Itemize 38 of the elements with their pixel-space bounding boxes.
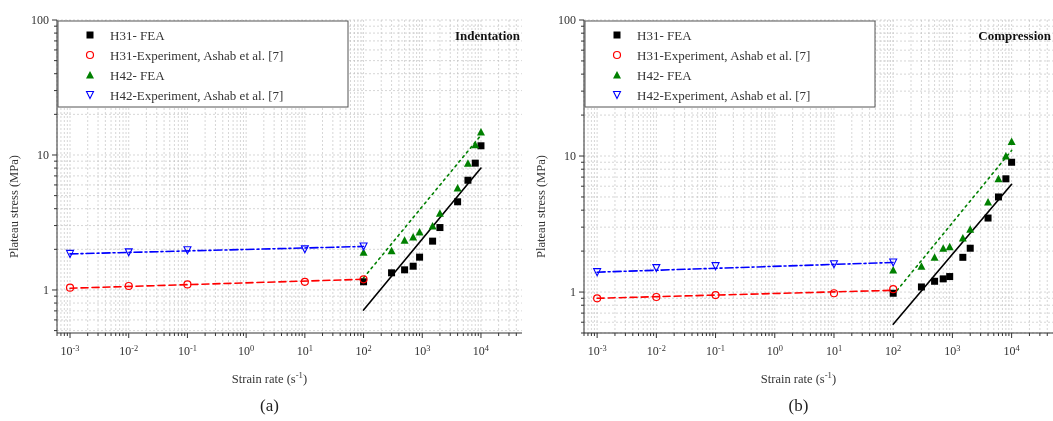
y-tick-label: 100 bbox=[558, 13, 576, 27]
x-tick-label: 10$^{0}$ bbox=[766, 343, 783, 358]
x-tick-label: 10$^{0}$ bbox=[238, 343, 255, 358]
x-tick-label: 10$^{-1}$ bbox=[177, 343, 197, 358]
legend-label: H31- FEA bbox=[637, 28, 693, 43]
y-tick-label: 10 bbox=[564, 149, 576, 164]
text: (b) bbox=[788, 396, 809, 415]
x-tick-label: 10$^{-2}$ bbox=[119, 343, 139, 358]
x-tick-label: 10$^{3}$ bbox=[414, 343, 431, 358]
x-tick-label: 10$^{1}$ bbox=[296, 343, 313, 358]
legend-label: H31-Experiment, Ashab et al. [7] bbox=[637, 48, 811, 63]
legend-label: H42- FEA bbox=[637, 68, 693, 83]
x-tick-label: 10$^{1}$ bbox=[825, 343, 843, 358]
x-tick-label: 10$^{-3}$ bbox=[60, 343, 80, 358]
x-tick-label: 10$^{2}$ bbox=[355, 343, 372, 358]
annotation: Compression bbox=[978, 28, 1052, 43]
x-axis-title: Strain rate (s$^{-1}$) bbox=[760, 370, 837, 386]
x-tick-label: 10$^{4}$ bbox=[472, 343, 490, 358]
y-tick-label: 100 bbox=[31, 13, 49, 27]
x-tick-label: 10$^{3}$ bbox=[944, 343, 961, 358]
y-axis-title: Plateau stress (MPa) bbox=[7, 155, 21, 258]
legend-label: H42-Experiment, Ashab et al. [7] bbox=[637, 88, 811, 103]
x-axis-title: Strain rate (s$^{-1}$) bbox=[231, 370, 308, 386]
y-tick-label: 10 bbox=[37, 147, 49, 162]
x-tick-label: 10$^{2}$ bbox=[885, 343, 902, 358]
x-tick-label: 10$^{4}$ bbox=[1003, 343, 1021, 358]
legend-label: H31-Experiment, Ashab et al. [7] bbox=[110, 48, 284, 63]
annotation: Indentation bbox=[454, 28, 521, 43]
y-tick-label: 1 bbox=[570, 285, 576, 300]
text: (a) bbox=[260, 396, 279, 415]
x-tick-label: 10$^{-1}$ bbox=[706, 343, 726, 358]
y-axis-title: Plateau stress (MPa) bbox=[534, 155, 548, 258]
x-tick-label: 10$^{-3}$ bbox=[587, 343, 607, 358]
y-tick-label: 1 bbox=[43, 282, 49, 297]
x-tick-label: 10$^{-2}$ bbox=[646, 343, 666, 358]
legend-label: H42-Experiment, Ashab et al. [7] bbox=[110, 88, 284, 103]
legend-label: H42- FEA bbox=[110, 68, 166, 83]
legend-label: H31- FEA bbox=[110, 28, 166, 43]
